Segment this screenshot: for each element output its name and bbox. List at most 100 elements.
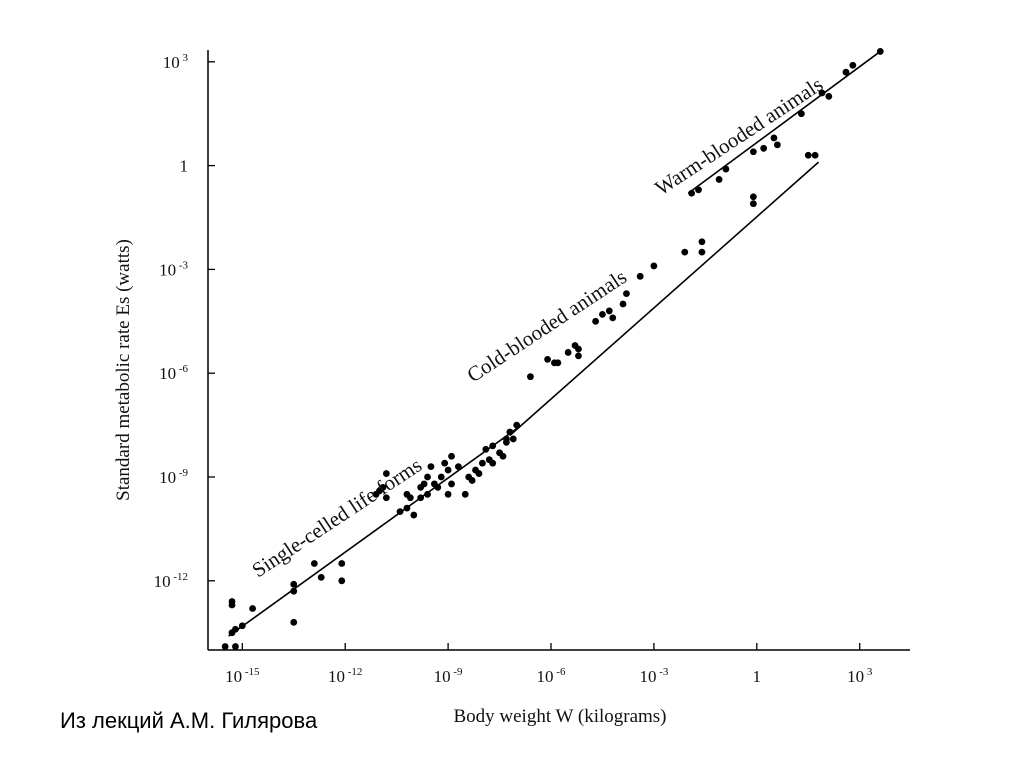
data-point [338, 560, 346, 567]
annotation-group: Single-celled life forms Cold-blooded an… [248, 72, 828, 582]
fit-line-group [228, 50, 881, 637]
data-point [619, 300, 627, 308]
data-point [424, 490, 431, 498]
data-point [623, 290, 630, 298]
data-point [715, 176, 723, 183]
plot-frame [207, 50, 910, 651]
data-point [403, 504, 411, 512]
y-tick-group: 10 3 1 10 -3 10 -6 10 -9 10 -12 [154, 52, 215, 591]
data-point [513, 421, 521, 429]
data-point [811, 151, 819, 159]
data-point [420, 480, 428, 488]
data-point [221, 643, 229, 650]
data-point [698, 238, 706, 246]
fit-line [687, 50, 881, 194]
data-point [406, 494, 414, 502]
data-point [842, 68, 850, 76]
data-point [454, 463, 462, 471]
data-point [575, 345, 582, 353]
x-tick-label: 1 [753, 667, 762, 686]
data-point [564, 349, 572, 356]
data-point [310, 560, 318, 567]
annotation-single-celled: Single-celled life forms [248, 453, 427, 582]
data-point [698, 248, 706, 256]
data-point [849, 61, 857, 69]
x-axis-label: Body weight W (kilograms) [453, 706, 666, 727]
data-point [749, 193, 757, 201]
data-point [575, 352, 582, 360]
data-point [444, 466, 452, 474]
data-point [482, 445, 490, 453]
data-point [417, 494, 425, 502]
data-point [441, 459, 449, 467]
x-tick-label: 10 -12 [328, 666, 362, 686]
fit-line [228, 427, 518, 637]
data-point [468, 477, 476, 484]
data-point [338, 577, 346, 585]
data-point [396, 508, 404, 515]
data-point [554, 359, 562, 367]
data-point [804, 151, 812, 159]
data-point [448, 480, 455, 488]
data-point [818, 89, 826, 97]
data-point [770, 134, 778, 142]
x-tick-label: 10 -6 [537, 666, 566, 686]
data-point [382, 470, 390, 477]
data-point [650, 262, 658, 270]
data-point [489, 459, 497, 467]
data-point [382, 494, 390, 502]
data-point [489, 442, 497, 450]
data-point [238, 622, 246, 630]
annotation-cold-blooded: Cold-blooded animals [463, 264, 631, 387]
data-point [722, 165, 730, 173]
data-point [876, 48, 884, 55]
y-tick-label: 10 -3 [159, 259, 188, 279]
data-point [290, 580, 298, 588]
data-point [760, 144, 768, 152]
data-point [430, 480, 438, 488]
data-point [681, 248, 689, 256]
data-point [509, 435, 517, 443]
data-point [825, 93, 833, 100]
data-point [461, 490, 469, 498]
data-point [503, 435, 510, 443]
data-point [232, 625, 239, 633]
data-point [749, 148, 757, 156]
data-point [609, 314, 617, 322]
y-axis-label: Standard metabolic rate Es (watts) [113, 239, 134, 501]
data-point [773, 141, 781, 149]
data-point [448, 452, 455, 460]
data-point [472, 466, 479, 474]
data-point [599, 310, 606, 318]
y-tick-label: 1 [180, 157, 189, 176]
data-point [232, 643, 239, 650]
fit-line [509, 161, 820, 437]
data-point [636, 272, 644, 280]
x-tick-group: 10 -15 10 -12 10 -9 10 -6 10 -3 1 10 3 [225, 643, 873, 686]
data-point [688, 189, 696, 197]
data-point [317, 573, 325, 581]
data-point [605, 307, 613, 315]
data-point [506, 428, 514, 436]
lecture-caption: Из лекций А.М. Гилярова [60, 708, 318, 733]
y-tick-label: 10 3 [163, 52, 189, 72]
data-point [592, 317, 599, 325]
y-tick-label: 10 -6 [159, 363, 188, 383]
data-point [499, 452, 507, 460]
x-tick-label: 10 -15 [225, 666, 260, 686]
data-point [290, 587, 298, 595]
data-point [249, 605, 256, 612]
data-point [424, 473, 431, 481]
x-tick-label: 10 -9 [434, 666, 463, 686]
y-tick-label: 10 -9 [159, 467, 188, 487]
data-point [427, 463, 435, 471]
y-tick-label: 10 -12 [154, 571, 188, 591]
data-point-group [221, 48, 884, 650]
data-point [544, 355, 551, 363]
data-point [437, 473, 445, 481]
data-point [797, 110, 805, 118]
data-point [379, 483, 387, 491]
x-tick-label: 10 3 [847, 666, 873, 686]
data-point [290, 618, 298, 626]
